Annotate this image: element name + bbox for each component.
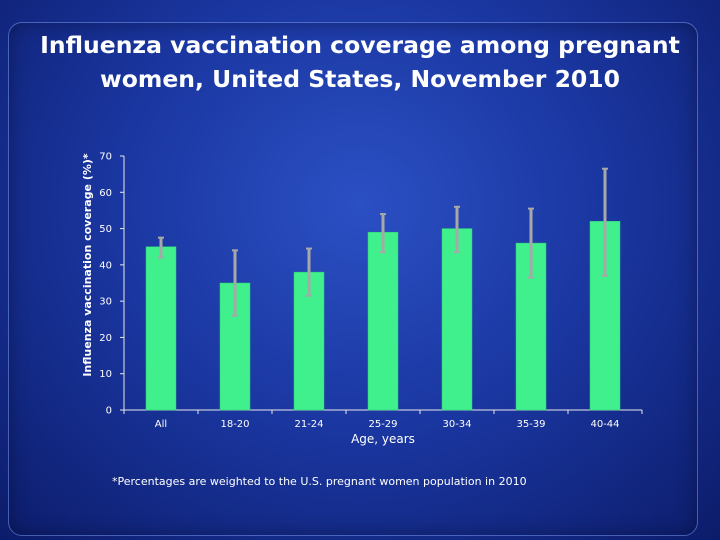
bar-18-20: [219, 282, 251, 411]
y-tick-label: 70: [99, 152, 112, 163]
y-tick-label: 40: [99, 260, 112, 271]
x-axis-label: Age, years: [351, 432, 415, 446]
title-line-1: Influenza vaccination coverage among pre…: [40, 31, 680, 59]
bar-all: [145, 246, 177, 411]
x-tick-label: 35-39: [516, 419, 545, 430]
chart-axes: 0 10 20 30 40 50 60 70 All 18-20 21-24 25-29 30-34 35…: [99, 152, 643, 430]
y-tick-label: 20: [99, 333, 112, 344]
bar-30-34: [441, 228, 473, 411]
y-axis-label: Influenza vaccination coverage (%)*: [81, 153, 94, 377]
x-tick-label: 18-20: [220, 419, 249, 430]
bar-25-29: [367, 231, 399, 411]
chart-bars: [145, 221, 621, 411]
y-tick-label: 50: [99, 224, 112, 235]
x-tick-label: 30-34: [442, 419, 471, 430]
y-tick-label: 10: [99, 369, 112, 380]
x-tick-label: 21-24: [294, 419, 323, 430]
chart-title: Influenza vaccination coverage among pre…: [30, 28, 690, 96]
x-tick-label: 40-44: [590, 419, 619, 430]
slide-frame: [8, 22, 698, 536]
chart-error-bars: [158, 167, 608, 317]
y-tick-label: 60: [99, 188, 112, 199]
footnote: *Percentages are weighted to the U.S. pr…: [112, 475, 527, 488]
x-tick-label: 25-29: [368, 419, 397, 430]
title-line-2: women, United States, November 2010: [100, 65, 620, 93]
y-tick-label: 0: [106, 406, 112, 417]
y-tick-label: 30: [99, 297, 112, 308]
x-tick-label: All: [155, 419, 167, 430]
